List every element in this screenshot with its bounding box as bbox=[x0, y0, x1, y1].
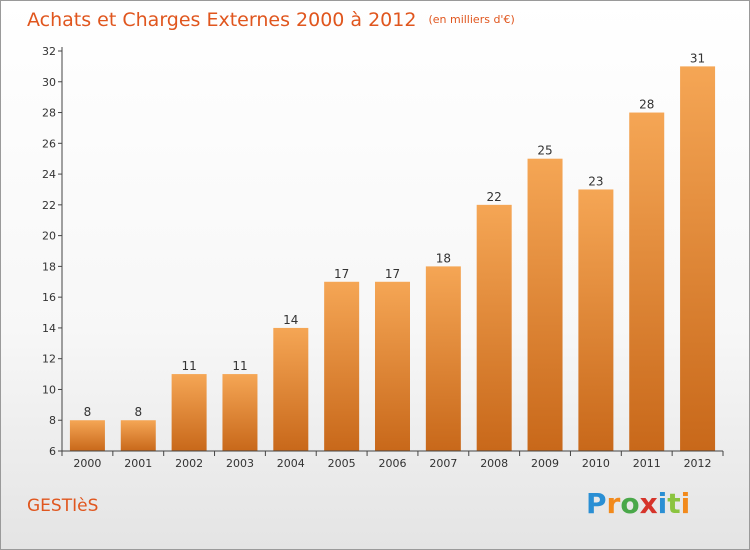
x-tick-label: 2001 bbox=[124, 457, 152, 470]
logo-letter: i bbox=[657, 487, 668, 520]
logo-letter: P bbox=[586, 487, 607, 520]
y-tick-label: 32 bbox=[42, 45, 56, 58]
unit-label: (en milliers d'€) bbox=[428, 13, 515, 26]
data-label: 8 bbox=[84, 405, 92, 419]
logo-letter: t bbox=[667, 487, 681, 520]
bar bbox=[425, 266, 461, 451]
data-label: 28 bbox=[639, 98, 654, 112]
bar bbox=[476, 204, 512, 451]
y-tick-label: 20 bbox=[42, 230, 56, 243]
x-tick-label: 2010 bbox=[582, 457, 610, 470]
bars-group: 8 8 11 11 14 17 17 18 22 25 23 28 31 bbox=[69, 51, 716, 452]
y-tick-label: 26 bbox=[42, 137, 56, 150]
x-tick-label: 2000 bbox=[73, 457, 101, 470]
x-tick-label: 2005 bbox=[328, 457, 356, 470]
title-text: Achats et Charges Externes 2000 à 2012 bbox=[27, 9, 417, 31]
data-label: 11 bbox=[181, 359, 196, 373]
logo-letter: x bbox=[639, 487, 658, 520]
data-label: 11 bbox=[232, 359, 247, 373]
data-label: 17 bbox=[334, 267, 349, 281]
y-tick-label: 12 bbox=[42, 353, 56, 366]
data-label: 31 bbox=[690, 51, 705, 65]
y-tick-label: 8 bbox=[49, 414, 56, 427]
x-tick-label: 2007 bbox=[429, 457, 457, 470]
data-label: 18 bbox=[436, 251, 451, 265]
data-label: 14 bbox=[283, 313, 298, 327]
y-tick-label: 22 bbox=[42, 199, 56, 212]
bar bbox=[527, 158, 563, 451]
data-label: 25 bbox=[537, 144, 552, 158]
x-tick-label: 2012 bbox=[684, 457, 712, 470]
y-tick-label: 30 bbox=[42, 76, 56, 89]
logo-letter: i bbox=[680, 487, 691, 520]
logo-letter: o bbox=[620, 487, 640, 520]
chart-title: Achats et Charges Externes 2000 à 2012 (e… bbox=[27, 9, 515, 31]
bar bbox=[578, 189, 614, 451]
data-label: 23 bbox=[588, 174, 603, 188]
x-tick-label: 2011 bbox=[633, 457, 661, 470]
bar bbox=[375, 281, 410, 451]
bar bbox=[69, 420, 105, 451]
y-tick-label: 10 bbox=[42, 383, 56, 396]
data-label: 17 bbox=[385, 267, 400, 281]
bar bbox=[273, 327, 309, 451]
y-tick-label: 28 bbox=[42, 107, 56, 120]
logo-letter: r bbox=[606, 487, 621, 520]
bar bbox=[120, 420, 156, 451]
x-tick-label: 2009 bbox=[531, 457, 559, 470]
x-tick-label: 2002 bbox=[175, 457, 203, 470]
data-label: 22 bbox=[487, 190, 502, 204]
bar bbox=[171, 374, 207, 451]
bar bbox=[324, 281, 360, 451]
x-tick-label: 2006 bbox=[379, 457, 407, 470]
bar bbox=[629, 112, 665, 452]
y-tick-label: 18 bbox=[42, 260, 56, 273]
commune-name: GESTIèS bbox=[27, 496, 99, 516]
axes-group: 2000 2001 2002 2003 2004 2005 2006 2007 2008 2009… bbox=[42, 45, 724, 470]
bar bbox=[680, 66, 716, 451]
y-tick-label: 14 bbox=[42, 322, 56, 335]
x-tick-label: 2004 bbox=[277, 457, 305, 470]
y-tick-label: 6 bbox=[49, 445, 56, 458]
y-tick-label: 24 bbox=[42, 168, 56, 181]
x-tick-label: 2003 bbox=[226, 457, 254, 470]
y-tick-label: 16 bbox=[42, 291, 56, 304]
proxiti-logo: Proxiti bbox=[586, 487, 690, 520]
bar bbox=[222, 374, 258, 451]
data-label: 8 bbox=[134, 405, 142, 419]
x-tick-label: 2008 bbox=[480, 457, 508, 470]
